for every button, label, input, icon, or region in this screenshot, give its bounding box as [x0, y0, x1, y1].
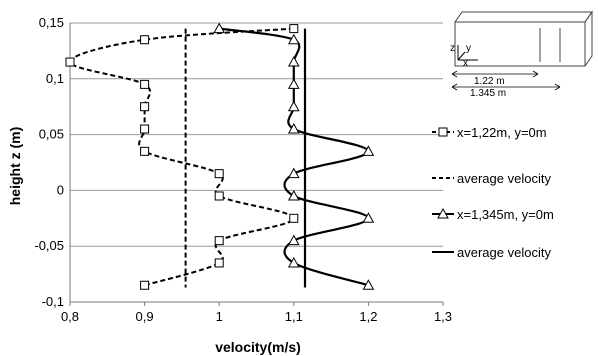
axes [69, 23, 444, 306]
inset-box-top [454, 11, 593, 23]
grid [70, 22, 443, 247]
y-tick-label: -0,05 [34, 238, 64, 253]
x-tick-label: 0,8 [61, 309, 79, 324]
inset-dim2-label: 1.345 m [470, 88, 506, 99]
y-tick-label: 0,15 [39, 15, 64, 30]
series-group [65, 22, 375, 290]
inset-x-label: x [463, 58, 468, 69]
series-1 [65, 24, 299, 290]
x-axis-title: velocity(m/s) [215, 339, 301, 355]
data-point [289, 24, 299, 34]
data-point [140, 280, 150, 290]
data-point [287, 122, 300, 134]
data-point [287, 78, 300, 89]
legend: x=1,22m, y=0m average velocity x=1,345m, y… [432, 125, 554, 260]
inset-box-side [584, 10, 593, 67]
inset-z-label: z [450, 43, 455, 54]
data-point [362, 212, 375, 223]
data-point [437, 207, 449, 219]
legend-entry: x=1,22m, y=0m [432, 125, 547, 140]
data-point [287, 100, 300, 112]
y-tick-label: 0,05 [39, 127, 64, 142]
y-axis-title: height z (m) [7, 127, 23, 206]
data-point [287, 56, 300, 67]
data-point [140, 35, 150, 45]
geometry-inset: z y x 1.22 m 1.345 m [450, 10, 593, 99]
x-tick-labels: 0,8 0,9 1 1,1 1,2 1,3 [61, 309, 452, 324]
legend-label: x=1,345m, y=0m [457, 207, 554, 222]
y-tick-label: 0 [57, 182, 64, 197]
data-point [140, 102, 150, 112]
data-point [362, 279, 375, 290]
legend-label: x=1,22m, y=0m [457, 125, 547, 140]
data-point [287, 189, 300, 201]
data-point [362, 145, 375, 156]
x-tick-label: 1,1 [285, 309, 303, 324]
inset-box-front [454, 21, 586, 67]
data-point [289, 213, 299, 223]
inset-y-label: y [466, 43, 471, 54]
legend-entry: x=1,345m, y=0m [432, 207, 554, 222]
x-tick-label: 1 [216, 309, 223, 324]
series-line [68, 27, 295, 287]
data-point [287, 256, 300, 268]
data-point [214, 258, 224, 268]
data-point [214, 169, 224, 179]
data-point [287, 33, 300, 45]
y-tick-label: 0,1 [46, 71, 64, 86]
x-tick-label: 1,3 [434, 309, 452, 324]
data-point [213, 22, 226, 34]
series-line [219, 27, 370, 287]
data-point [140, 124, 150, 134]
legend-entry: average velocity [432, 245, 551, 260]
legend-entry: average velocity [432, 171, 551, 186]
data-point [140, 79, 150, 89]
data-point [214, 236, 224, 246]
data-point [438, 127, 448, 137]
data-point [287, 167, 300, 179]
data-point [140, 146, 150, 156]
data-point [214, 191, 224, 201]
x-tick-label: 1,2 [359, 309, 377, 324]
inset-dim1-label: 1.22 m [474, 76, 505, 87]
inset-dim2-arrow [451, 83, 561, 91]
y-tick-labels: -0,1 -0,05 0 0,05 0,1 0,15 [34, 15, 64, 309]
data-point [65, 57, 75, 67]
x-tick-label: 0,9 [136, 309, 154, 324]
inset-y-axis [457, 51, 466, 61]
data-point [287, 234, 300, 246]
legend-label: average velocity [457, 245, 551, 260]
legend-label: average velocity [457, 171, 551, 186]
inset-dim1-arrow [451, 70, 539, 78]
series-3 [213, 22, 375, 290]
y-tick-label: -0,1 [42, 294, 64, 309]
